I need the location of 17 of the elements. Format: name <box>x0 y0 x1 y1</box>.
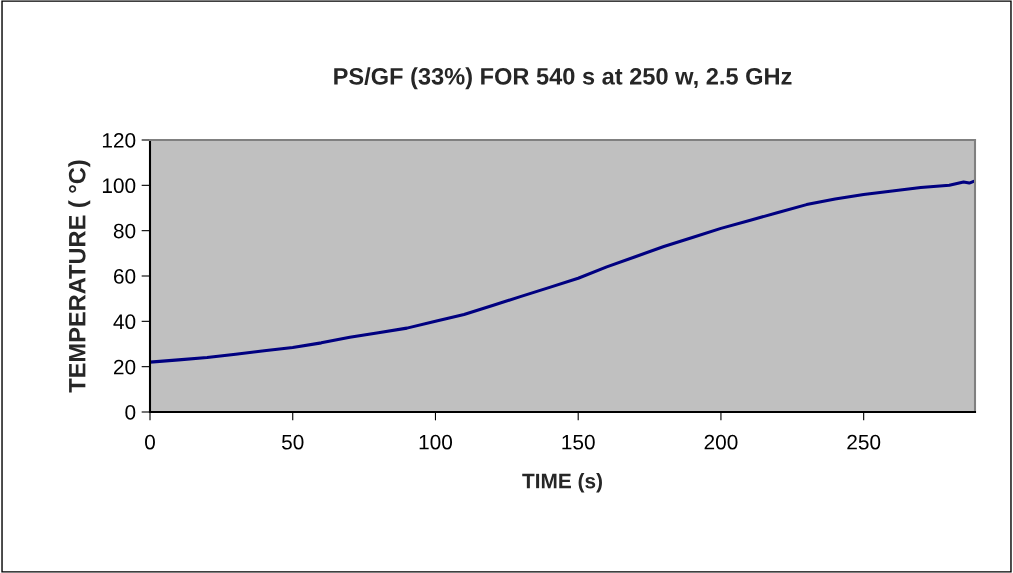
x-tick-label: 100 <box>419 434 453 450</box>
x-tick-label: 50 <box>281 434 304 450</box>
y-tick-label: 80 <box>113 223 136 239</box>
x-tick-label: 250 <box>847 434 881 450</box>
y-tick-label: 0 <box>125 405 136 420</box>
x-tick-label: 0 <box>145 434 155 450</box>
x-axis-title: TIME (s) <box>522 473 602 493</box>
y-tick-label: 40 <box>113 314 136 330</box>
y-axis-title: TEMPERATURE ( °C) <box>68 160 91 393</box>
line-series <box>150 179 975 364</box>
y-tick-label: 60 <box>114 269 136 284</box>
chart-title: PS/GF (33%) FOR 540 s at 250 w, 2.5 GHz <box>334 67 792 90</box>
x-tick-label: 200 <box>704 434 738 450</box>
y-tick-label: 20 <box>113 359 136 375</box>
y-tick-label: 120 <box>102 133 136 148</box>
y-tick-label: 100 <box>102 178 136 194</box>
x-tick-label: 150 <box>562 434 595 450</box>
